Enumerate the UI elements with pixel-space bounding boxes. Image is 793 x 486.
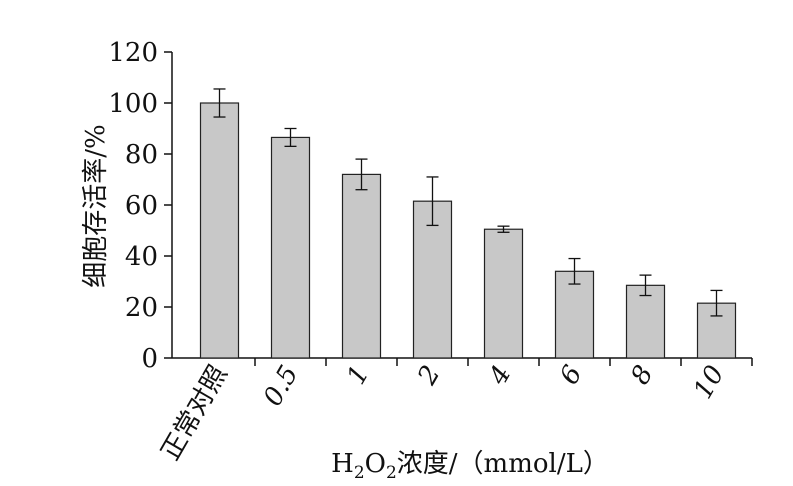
category-label: 6	[554, 361, 588, 390]
x-axis	[172, 357, 753, 366]
category-label: 1	[341, 361, 375, 390]
bar	[270, 136, 311, 359]
error-bars	[213, 88, 723, 317]
y-tick-label: 60	[125, 191, 158, 221]
x-axis-title-suffix: 浓度/（mmol/L）	[397, 449, 609, 479]
x-axis-title-sub1: 2	[354, 463, 365, 483]
category-label: 8	[625, 361, 659, 390]
category-label: 2	[412, 361, 447, 391]
y-axis-title: 细胞存活率/%	[81, 124, 111, 287]
bar	[199, 102, 240, 359]
bars	[199, 102, 737, 359]
y-tick-label: 100	[108, 89, 158, 119]
y-tick-label: 120	[108, 38, 158, 68]
bar	[412, 200, 453, 359]
y-tick-label: 40	[125, 242, 158, 272]
y-tick-label: 80	[125, 140, 158, 170]
category-label: 10	[688, 361, 731, 405]
y-tick-label: 20	[125, 293, 158, 323]
category-label: 0.5	[258, 361, 305, 412]
bar	[341, 173, 382, 359]
x-axis-title: H2O2浓度/（mmol/L）	[331, 449, 609, 483]
bar	[625, 284, 666, 359]
y-axis: 0 20 40 60 80 100 120	[108, 38, 173, 374]
bar	[554, 270, 595, 359]
y-tick-label: 0	[141, 344, 158, 374]
bar	[483, 228, 524, 359]
x-axis-title-mid: O	[365, 449, 386, 479]
category-label: 正常对照	[156, 361, 234, 466]
x-axis-title-sub2: 2	[386, 463, 397, 483]
category-label: 4	[483, 361, 518, 391]
x-axis-title-prefix: H	[331, 449, 354, 479]
